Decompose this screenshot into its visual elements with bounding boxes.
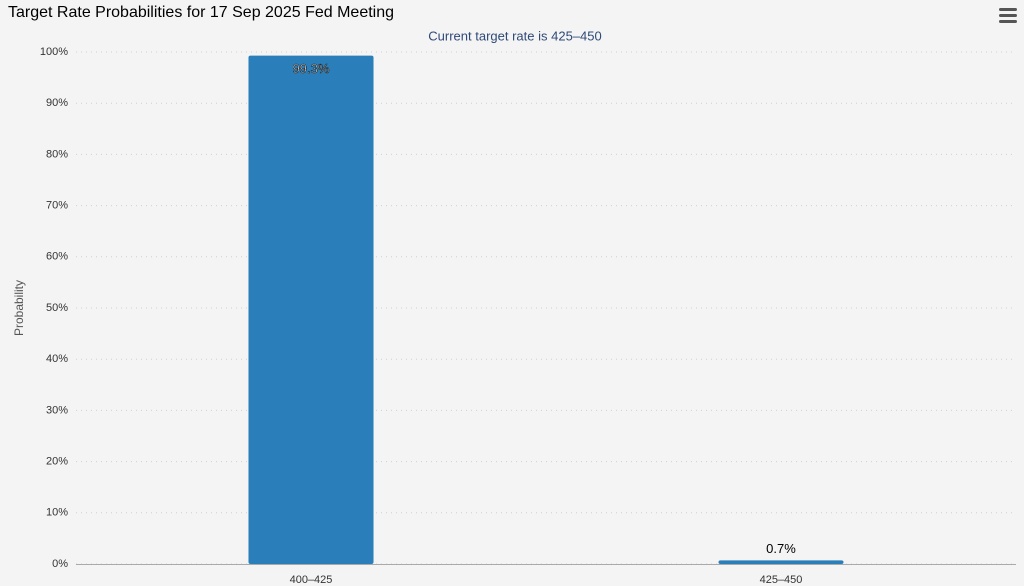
y-tick-label: 60% [46,251,68,263]
menu-bar [999,20,1017,23]
y-tick-label: 80% [46,148,68,160]
y-tick-label: 40% [46,353,68,365]
y-tick-label: 100% [40,46,68,58]
y-tick-label: 30% [46,404,68,416]
chart-subtitle: Current target rate is 425–450 [428,28,601,43]
menu-bar [999,14,1017,17]
y-tick-label: 10% [46,507,68,519]
y-tick-label: 70% [46,200,68,212]
data-label: 0.7% [766,541,796,556]
bar [248,55,374,565]
y-axis-label: Probability [12,280,26,336]
x-tick-label: 425–450 [760,574,803,586]
bar [718,560,844,564]
menu-button[interactable] [999,8,1017,23]
data-label: 99.3% [293,61,330,76]
y-tick-label: 50% [46,302,68,314]
menu-bar [999,8,1017,11]
x-tick-label: 400–425 [290,574,333,586]
y-tick-label: 0% [52,558,68,570]
chart-title: Target Rate Probabilities for 17 Sep 202… [8,4,394,21]
y-tick-label: 20% [46,456,68,468]
y-tick-label: 90% [46,97,68,109]
